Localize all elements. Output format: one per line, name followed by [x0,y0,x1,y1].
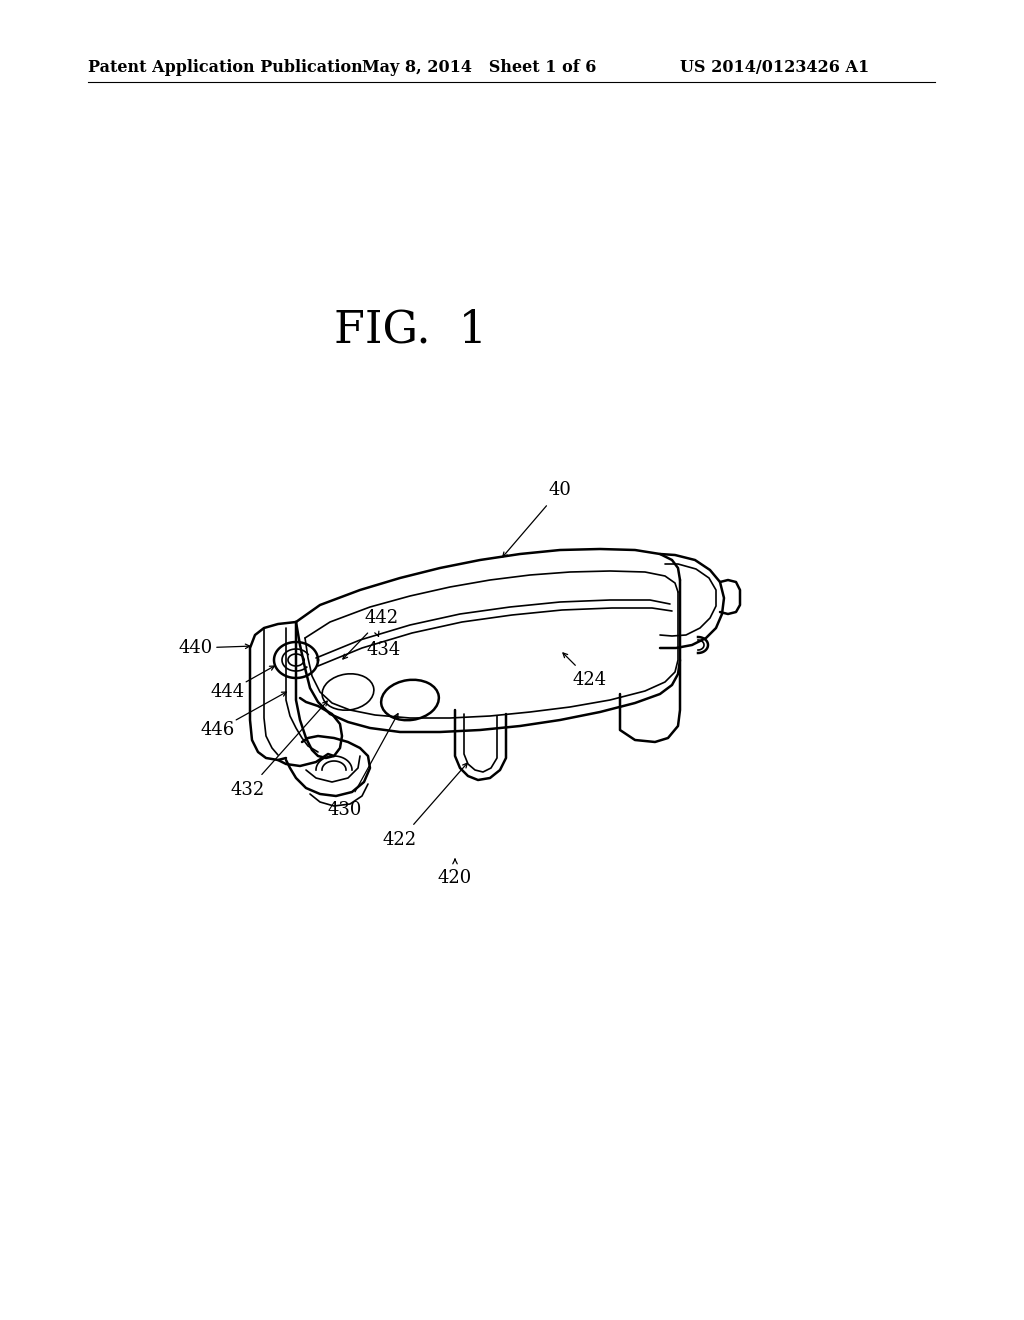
Text: 422: 422 [383,832,417,849]
Text: 432: 432 [230,781,265,799]
Text: 40: 40 [549,480,571,499]
Text: 424: 424 [573,671,607,689]
Text: 430: 430 [328,801,362,818]
Text: FIG.  1: FIG. 1 [334,309,486,351]
Text: Patent Application Publication: Patent Application Publication [88,59,362,77]
Text: 434: 434 [367,642,401,659]
Text: 442: 442 [365,609,399,627]
Text: US 2014/0123426 A1: US 2014/0123426 A1 [680,59,869,77]
Text: 440: 440 [179,639,213,657]
Text: 446: 446 [201,721,236,739]
Text: May 8, 2014   Sheet 1 of 6: May 8, 2014 Sheet 1 of 6 [362,59,596,77]
Text: 444: 444 [211,682,245,701]
Text: 420: 420 [438,869,472,887]
